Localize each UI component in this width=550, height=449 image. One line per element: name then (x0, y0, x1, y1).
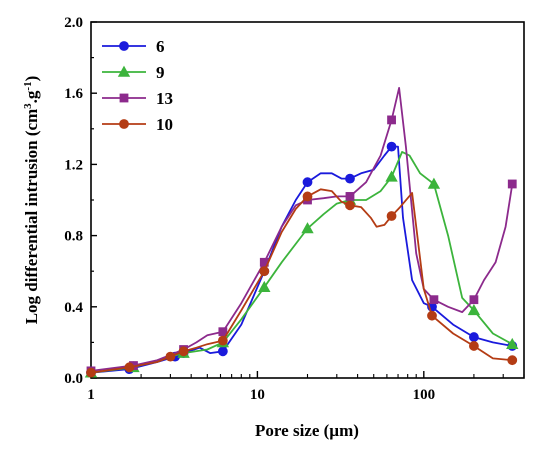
series-10-point (386, 211, 397, 221)
y-axis-title-sup-neg1: -1 (22, 81, 34, 90)
y-tick-label: 0.0 (64, 371, 83, 387)
series-6 (86, 141, 518, 378)
series-9-point (427, 177, 441, 189)
legend-marker-13 (119, 93, 129, 103)
x-tick-label: 1 (87, 387, 95, 403)
series-10-point (178, 346, 189, 357)
series-10-point (86, 367, 96, 378)
y-axis-title: Log differential intrusion (cm3.g-1) (22, 76, 41, 325)
series-10-point (124, 362, 135, 373)
y-tick-label: 0.8 (64, 229, 83, 245)
series-9-point (258, 280, 271, 293)
legend-marker-10 (119, 119, 129, 129)
x-tick-label: 100 (413, 387, 436, 403)
series-10 (86, 188, 518, 378)
series-13-line (90, 87, 514, 372)
series-13-point (469, 295, 479, 305)
series-13-point (345, 192, 355, 201)
legend-label-10: 10 (156, 115, 173, 134)
y-axis-title-sup-3: 3 (22, 103, 34, 109)
series-6-point (217, 346, 228, 357)
y-tick-label: 2.0 (64, 15, 83, 31)
series-13-point (429, 295, 439, 305)
legend-label-9: 9 (156, 63, 165, 82)
series-layer (84, 87, 519, 378)
series-13-point (507, 179, 517, 189)
series-9-point (506, 337, 519, 349)
series-9-point (385, 170, 398, 182)
series-10-point (259, 266, 270, 277)
y-tick-label: 0.4 (64, 300, 83, 316)
series-6-point (386, 141, 397, 152)
series-6-point (345, 173, 355, 184)
series-10-point (302, 191, 313, 202)
series-9-point (301, 222, 314, 234)
legend-marker-6 (119, 41, 129, 51)
legend: 6 9 13 10 (102, 37, 173, 134)
series-6-point (469, 332, 479, 342)
x-tick-label: 10 (250, 387, 265, 403)
series-10-point (507, 355, 518, 366)
series-10-point (469, 341, 479, 351)
series-10-point (165, 351, 176, 362)
series-6-point (302, 177, 313, 188)
series-10-line (90, 188, 513, 374)
series-10-point (345, 200, 355, 211)
legend-label-6: 6 (156, 37, 165, 56)
y-axis-title-unit: .g (22, 90, 41, 103)
series-10-point (217, 335, 228, 346)
series-10-point (427, 310, 437, 321)
series-9 (84, 151, 519, 378)
y-axis-title-main: Log differential intrusion (cm (22, 109, 41, 324)
y-axis-title-close: ) (22, 76, 41, 82)
series-9-line (90, 151, 513, 374)
series-6-line (90, 145, 513, 374)
legend-marker-9 (117, 65, 131, 77)
series-13-point (387, 115, 396, 125)
x-axis-title: Pore size (µm) (255, 421, 359, 440)
y-tick-label: 1.6 (64, 86, 83, 102)
series-9-point (467, 304, 481, 316)
y-tick-label: 1.2 (64, 157, 83, 173)
legend-label-13: 13 (156, 89, 173, 108)
